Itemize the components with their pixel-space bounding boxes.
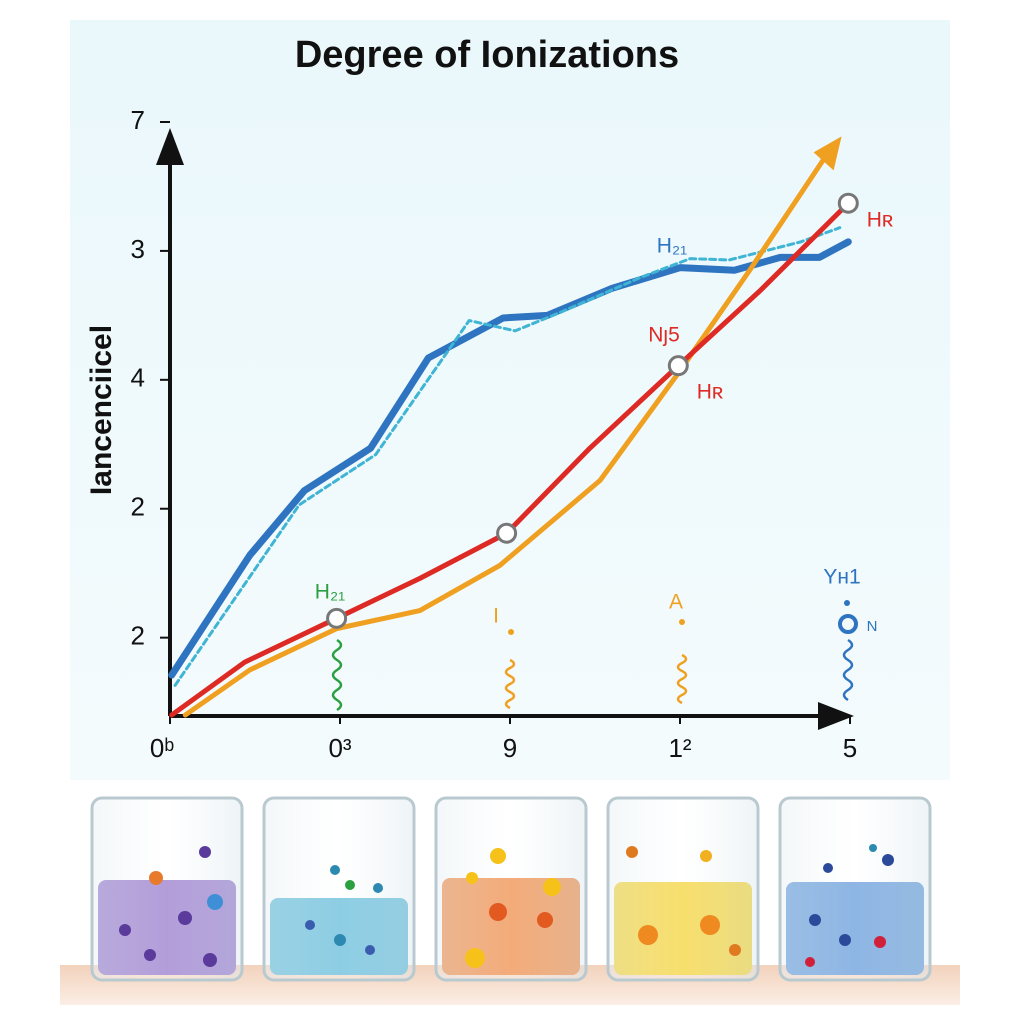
annotation: Hʀ (867, 209, 894, 232)
series-line (182, 147, 833, 718)
point-marker (837, 192, 859, 214)
springs (331, 600, 858, 712)
point-marker (496, 522, 518, 544)
y-tick-label: 3 (131, 234, 145, 264)
x-tick-label: 0³ (328, 733, 351, 763)
y-tick-label: 4 (131, 363, 145, 393)
annotation: Hʀ (697, 381, 724, 404)
beaker (606, 796, 760, 982)
series-line (168, 238, 852, 679)
annotation: H₂₁ (315, 581, 345, 604)
plot-background (70, 20, 950, 780)
beakers (60, 796, 960, 1005)
y-tick-label: 2 (131, 621, 145, 651)
y-tick-label: 2 (131, 492, 145, 522)
annotation: H₂₁ (657, 235, 687, 258)
chart-title: Degree of Ionizations (295, 34, 679, 76)
x-tick-label: 9 (503, 733, 517, 763)
x-tick-label: 0ᵇ (150, 733, 174, 763)
annotation: N (867, 618, 878, 635)
point-marker (326, 607, 348, 629)
y-tick-label: 7 (131, 105, 145, 135)
series-arrow (813, 136, 842, 171)
annotation: A (669, 591, 683, 614)
annotation: I (493, 605, 499, 628)
plot: 2 2 4 3 7 0ᵇ 0³ 9 1² 5 H₂₁ Hʀ Nȷ5 Hʀ H₂₁ I A Yн1 N (131, 105, 894, 763)
x-axis-arrow (818, 702, 854, 730)
y-axis-label: Iancenciicel (85, 325, 118, 495)
beaker (262, 796, 416, 982)
beaker (434, 796, 588, 982)
beaker (778, 796, 932, 982)
y-axis-arrow (156, 128, 184, 165)
axes (156, 128, 854, 730)
beaker (90, 796, 244, 982)
point-marker (667, 355, 689, 377)
series-line (173, 226, 842, 687)
x-tick-label: 1² (668, 733, 691, 763)
x-tick-label: 5 (843, 733, 857, 763)
annotation: Yн1 (823, 566, 860, 589)
annotation: Nȷ5 (648, 324, 680, 347)
